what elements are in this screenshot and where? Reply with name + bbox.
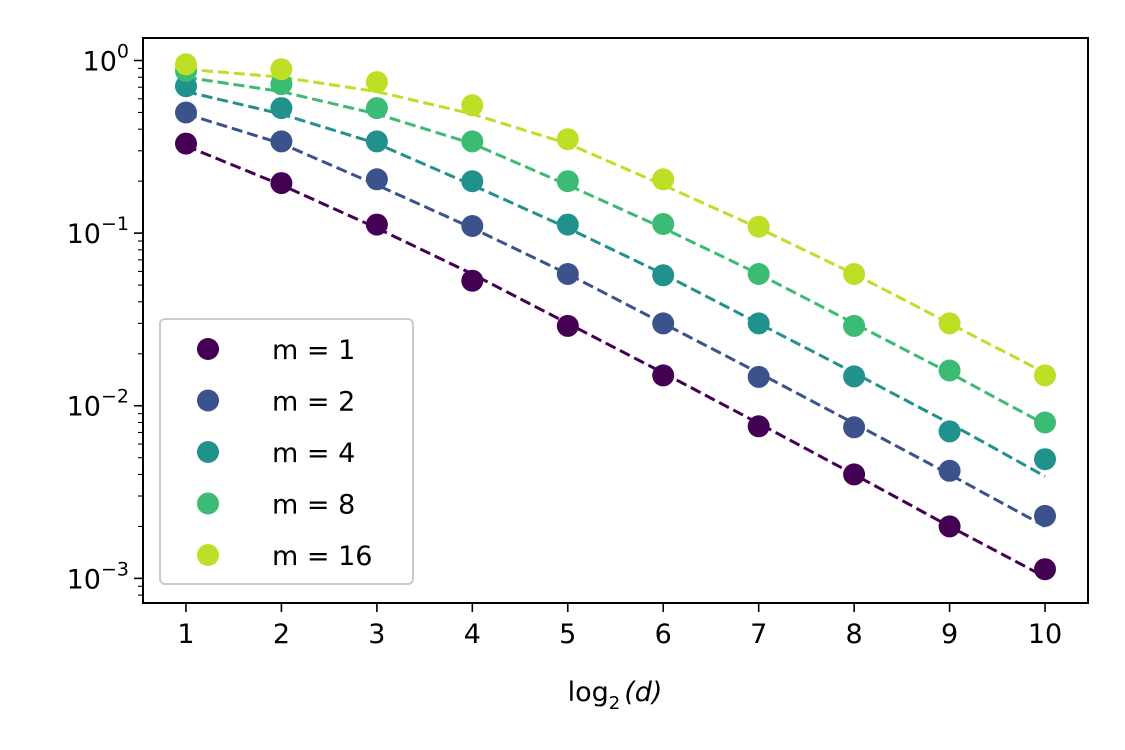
data-point xyxy=(843,463,866,486)
data-point xyxy=(652,168,675,191)
x-tick-label: 2 xyxy=(273,619,290,650)
y-tick-label: 100 xyxy=(83,40,129,77)
legend-box xyxy=(159,318,414,585)
data-point xyxy=(938,515,961,538)
data-point xyxy=(365,71,388,94)
x-tick-label: 5 xyxy=(559,619,576,650)
x-tick-label: 3 xyxy=(368,619,385,650)
x-axis-title: log2 (d) xyxy=(568,677,663,714)
data-point xyxy=(270,58,293,81)
data-point xyxy=(461,170,484,193)
fit-line xyxy=(185,67,1046,375)
data-point xyxy=(938,312,961,335)
legend-marker xyxy=(197,441,219,463)
data-point xyxy=(556,170,579,193)
data-point xyxy=(938,459,961,482)
data-point xyxy=(270,172,293,195)
data-point xyxy=(365,168,388,191)
data-point xyxy=(843,416,866,439)
data-point xyxy=(652,213,675,235)
legend-label: m = 8 xyxy=(272,490,355,521)
data-point xyxy=(365,130,388,153)
legend-marker xyxy=(197,544,219,566)
data-point xyxy=(843,365,866,388)
data-point xyxy=(1034,504,1056,527)
x-tick-label: 7 xyxy=(750,619,767,650)
data-point xyxy=(461,94,484,117)
data-point xyxy=(652,264,675,287)
y-tick-label: 10−2 xyxy=(67,386,129,423)
y-tick-label: 10−3 xyxy=(67,558,129,595)
x-tick-label: 4 xyxy=(464,619,481,650)
data-point xyxy=(1034,448,1056,471)
data-point xyxy=(556,314,579,337)
data-point xyxy=(556,263,579,285)
legend: m = 1 m = 2 m = 4 m = 8 m = 16 xyxy=(159,318,414,585)
fit-line xyxy=(185,90,1046,478)
legend-marker xyxy=(197,492,219,515)
legend-marker xyxy=(197,389,219,412)
legend-label: m = 2 xyxy=(272,387,355,418)
data-points xyxy=(175,53,1056,581)
fit-lines xyxy=(185,67,1046,579)
legend-label: m = 4 xyxy=(272,438,355,469)
x-tick-label: 9 xyxy=(941,619,958,650)
data-point xyxy=(270,130,293,153)
data-point xyxy=(461,269,484,292)
x-tick-label: 10 xyxy=(1028,619,1062,650)
legend-label: m = 16 xyxy=(272,541,372,572)
data-point xyxy=(365,213,388,236)
x-tick-label: 8 xyxy=(846,619,863,650)
data-point xyxy=(843,263,866,285)
data-point xyxy=(747,215,770,238)
x-tick-label: 1 xyxy=(177,619,194,650)
data-point xyxy=(461,215,484,237)
data-point xyxy=(747,365,770,388)
data-point xyxy=(175,132,197,155)
fit-line xyxy=(185,75,1046,426)
data-point xyxy=(175,75,197,98)
data-point xyxy=(938,359,961,382)
data-point xyxy=(175,53,197,76)
data-point xyxy=(938,420,961,443)
data-point xyxy=(652,312,675,335)
data-point xyxy=(461,130,484,153)
data-point xyxy=(270,97,293,120)
data-point xyxy=(1034,558,1056,581)
y-axis: 100 10−1 10−2 10−3 xyxy=(67,40,143,596)
x-tick-label: 6 xyxy=(655,619,672,650)
data-point xyxy=(556,128,579,151)
fit-line xyxy=(185,112,1046,528)
data-point xyxy=(747,415,770,438)
data-point xyxy=(1034,364,1056,387)
y-tick-label: 10−1 xyxy=(67,213,129,250)
plot-frame xyxy=(142,37,1089,604)
legend-marker xyxy=(197,338,219,360)
data-point xyxy=(175,101,197,124)
data-point xyxy=(747,312,770,335)
data-point xyxy=(1034,411,1056,434)
data-point xyxy=(843,314,866,337)
x-axis: 1 2 3 4 5 6 7 8 9 10 xyxy=(177,603,1062,650)
data-point xyxy=(747,263,770,285)
legend-label: m = 1 xyxy=(272,335,355,366)
data-point xyxy=(556,213,579,236)
data-point xyxy=(365,97,388,120)
data-point xyxy=(652,364,675,387)
